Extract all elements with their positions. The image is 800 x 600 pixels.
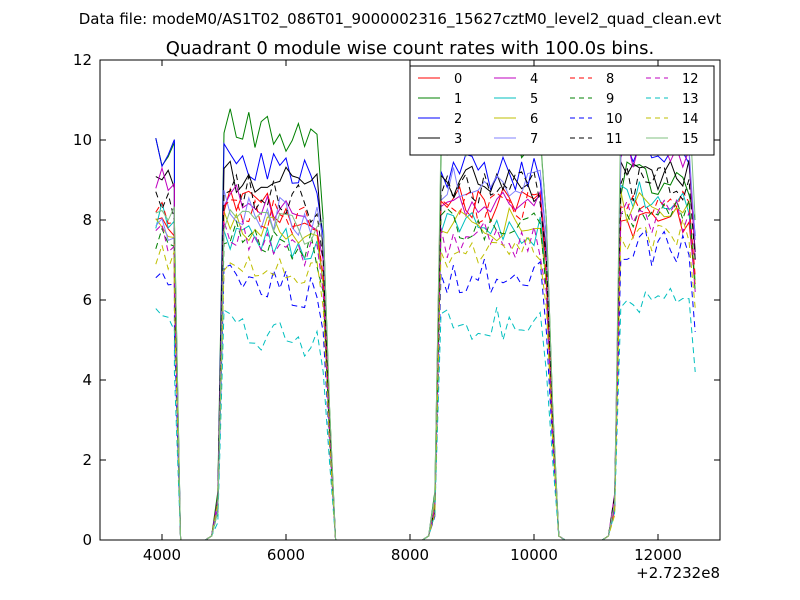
x-tick-label: 6000: [267, 546, 305, 564]
legend-label-3: 3: [454, 132, 462, 147]
legend-label-8: 8: [606, 72, 614, 87]
y-tick-label: 4: [82, 371, 92, 389]
legend-box: [409, 65, 715, 156]
legend-label-0: 0: [454, 72, 462, 87]
legend-label-1: 1: [454, 92, 462, 107]
legend-label-15: 15: [682, 132, 699, 147]
legend-label-4: 4: [530, 72, 538, 87]
x-offset-label: +2.7232e8: [636, 564, 720, 582]
x-tick-label: 12000: [634, 546, 682, 564]
x-tick-label: 8000: [391, 546, 429, 564]
y-tick-label: 12: [73, 51, 92, 69]
y-tick-label: 8: [82, 211, 92, 229]
legend-label-2: 2: [454, 112, 462, 127]
series-line-2: [155, 137, 696, 541]
legend-label-9: 9: [606, 92, 614, 107]
legend-label-7: 7: [530, 132, 538, 147]
legend-label-11: 11: [606, 132, 623, 147]
x-tick-label: 4000: [143, 546, 181, 564]
y-tick-label: 2: [82, 451, 92, 469]
y-tick-label: 0: [82, 531, 92, 549]
legend-label-5: 5: [530, 92, 538, 107]
series-line-7: [155, 117, 696, 541]
y-tick-label: 10: [73, 131, 92, 149]
legend-label-14: 14: [682, 112, 699, 127]
legend-label-10: 10: [606, 112, 623, 127]
legend-label-13: 13: [682, 92, 699, 107]
chart-suptitle: Data file: modeM0/AS1T02_086T01_90000023…: [79, 10, 722, 29]
x-tick-label: 10000: [510, 546, 558, 564]
y-tick-label: 6: [82, 291, 92, 309]
series-line-1: [155, 108, 696, 541]
legend-label-12: 12: [682, 72, 699, 87]
chart-title: Quadrant 0 module wise count rates with …: [166, 38, 655, 59]
series-line-14: [155, 217, 696, 541]
legend-label-6: 6: [530, 112, 538, 127]
